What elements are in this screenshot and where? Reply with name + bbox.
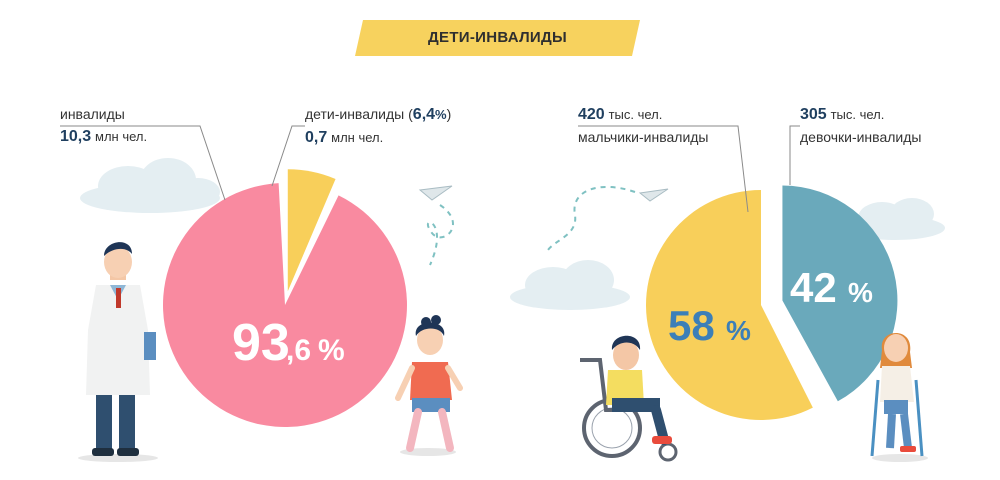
label-children-pct-close: ) [446, 106, 452, 122]
pie-label-girls-pct: 42 [790, 264, 837, 311]
label-boys-amount: 420 [578, 106, 605, 123]
child-prosthetic-illustration [395, 315, 463, 456]
label-boys: 420 тыс. чел. мальчики-инвалиды [578, 103, 709, 148]
pie-label-boys-pct-sign: % [726, 315, 751, 346]
label-children-line: дети-инвалиды (6,4%) [305, 103, 451, 126]
girl-crutches-illustration [870, 333, 928, 462]
cloud-mid [510, 260, 630, 310]
pie-label-boys-pct: 58 [668, 302, 715, 349]
label-children-pct-sign: % [435, 107, 447, 122]
pie-label-girls-pct-sign: % [848, 277, 873, 308]
pie-slice-children [287, 169, 336, 292]
label-adults-name: инвалиды [60, 106, 125, 122]
label-boys-amount-line: 420 тыс. чел. [578, 103, 709, 126]
label-children-amount: 0,7 [305, 129, 328, 146]
pie-label-adults-pct-sign: % [318, 334, 345, 367]
pie-slice-adults [163, 183, 407, 427]
leader-lines [60, 125, 800, 213]
label-girls-name: девочки-инвалиды [800, 129, 922, 145]
label-children-name: дети-инвалиды [305, 106, 405, 122]
page-title: ДЕТИ-ИНВАЛИДЫ [428, 29, 567, 46]
label-adults-amount-line: 10,3 млн чел. [60, 125, 147, 148]
pie-label-adults-pct: 93 [232, 314, 290, 372]
doctor-illustration [78, 242, 158, 462]
pie-slice-girls [782, 185, 898, 402]
label-children: дети-инвалиды (6,4%) 0,7 млн чел. [305, 103, 451, 149]
label-boys-unit: тыс. чел. [608, 107, 663, 122]
pie-label-adults-pct-decimal: ,6 [286, 334, 311, 367]
pie-chart-boys-vs-girls: 58 % 42% [645, 185, 898, 420]
label-children-unit: млн чел. [331, 130, 384, 145]
label-boys-name: мальчики-инвалиды [578, 129, 709, 145]
label-girls: 305 тыс. чел. девочки-инвалиды [800, 103, 921, 148]
label-girls-unit: тыс. чел. [830, 107, 885, 122]
label-children-pct: 6,4 [412, 106, 436, 123]
title-banner: ДЕТИ-ИНВАЛИДЫ [355, 20, 640, 56]
title-banner-shape [355, 20, 640, 56]
label-adults-amount: 10,3 [60, 128, 92, 145]
label-girls-amount-line: 305 тыс. чел. [800, 103, 921, 126]
label-children-pct-open: ( [408, 106, 413, 122]
label-adults: инвалиды 10,3 млн чел. [60, 103, 147, 148]
label-adults-unit: млн чел. [95, 129, 148, 144]
cloud-left [80, 158, 220, 213]
label-children-amount-line: 0,7 млн чел. [305, 126, 451, 149]
pie-chart-adults-vs-children: 93,6% [163, 169, 407, 427]
paper-plane-icon-2 [547, 185, 669, 251]
boy-wheelchair-illustration [580, 335, 678, 462]
pie-slice-boys [645, 190, 813, 420]
label-girls-amount: 305 [800, 106, 827, 123]
paper-plane-icon [418, 185, 454, 266]
